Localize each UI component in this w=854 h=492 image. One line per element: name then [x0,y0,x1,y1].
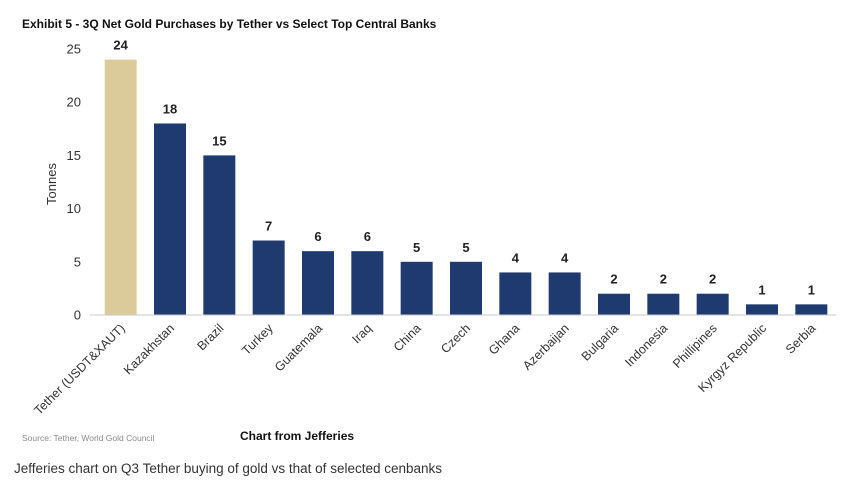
data-label: 4 [512,250,520,265]
data-label: 4 [561,250,569,265]
data-label: 1 [758,282,765,297]
bar [499,272,532,315]
x-tick-label: Bulgaria [579,321,621,363]
x-tick-label: Turkey [239,321,276,358]
y-axis-label: Tonnes [44,163,59,205]
x-tick-label: Czech [438,321,473,356]
x-tick-label: Phillipines [670,321,720,371]
bar [746,304,778,315]
chart-credit: Chart from Jefferies [240,429,355,443]
source-note: Source: Tether, World Gold Council [22,433,155,443]
data-label: 5 [413,240,420,255]
data-label: 6 [364,229,371,244]
y-tick-label: 20 [67,95,81,110]
bar [696,293,729,315]
bar [302,251,334,315]
x-tick-label: Ghana [486,321,522,357]
bar [154,123,186,315]
bar [351,251,384,315]
bar [252,240,285,315]
y-tick-label: 15 [67,148,81,163]
x-tick-label: Guatemala [272,321,325,374]
y-tick-label: 25 [67,42,81,57]
y-tick-label: 5 [74,254,81,269]
data-label: 18 [163,101,177,116]
x-tick-label: Kazakhstan [121,321,177,377]
x-tick-label: Azerbaijan [520,321,572,373]
x-tick-label: Iraq [349,321,374,346]
x-tick-label: Brazil [194,321,226,353]
bar [400,261,433,315]
data-label: 1 [808,282,815,297]
data-label: 7 [265,219,272,234]
y-tick-label: 0 [74,308,81,323]
chart-title: Exhibit 5 - 3Q Net Gold Purchases by Tet… [22,17,437,31]
x-tick-label: Serbia [783,321,818,356]
x-tick-label: Tether (USDT&XAUT) [31,321,127,417]
image-caption: Jefferies chart on Q3 Tether buying of g… [14,461,443,476]
x-tick-label: China [391,321,424,354]
bar [647,293,680,315]
bar [598,293,630,315]
x-tick-label: Indonesia [622,321,670,369]
bar [795,304,828,315]
data-label: 2 [610,272,617,287]
data-label: 24 [113,38,128,53]
data-label: 5 [462,240,469,255]
y-tick-label: 10 [67,201,81,216]
bar [548,272,581,315]
data-label: 6 [314,229,321,244]
bar [104,59,137,315]
data-label: 2 [660,272,667,287]
data-label: 2 [709,272,716,287]
bar [450,261,482,315]
bar [203,155,236,315]
data-label: 15 [212,133,226,148]
